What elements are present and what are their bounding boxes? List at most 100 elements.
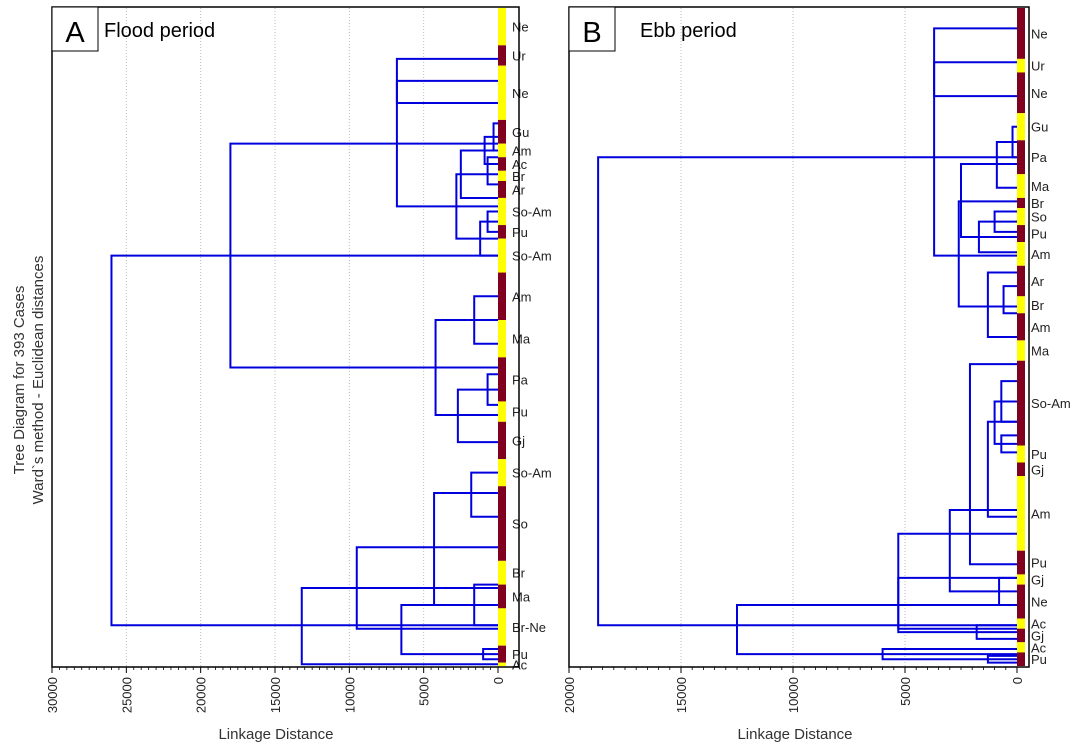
panel-a-group-bands: NeUrNeGuAmAcBrArSo-AmPuSo-AmAmMaPaPuGjSo… bbox=[498, 8, 552, 672]
panel-b-group-label: Br bbox=[1031, 196, 1045, 211]
panel-a-group-label: Am bbox=[512, 143, 532, 158]
panel-a-frame bbox=[51, 6, 520, 668]
panel-a-group-band bbox=[498, 143, 506, 158]
panel-a-group-label: Pa bbox=[512, 372, 529, 387]
panel-b-group-band bbox=[1017, 72, 1025, 114]
panel-b-group-label: Am bbox=[1031, 320, 1051, 335]
panel-a-title-box: A Flood period bbox=[51, 6, 215, 52]
panel-a-group-band bbox=[498, 645, 506, 663]
panel-b-title: Ebb period bbox=[640, 20, 737, 42]
y-axis-title: Tree Diagram for 393 Cases Ward`s method… bbox=[11, 256, 47, 505]
panel-b-x-ticks: 20000 15000 10000 5000 0 bbox=[562, 667, 1025, 713]
panel-b-group-label: Ur bbox=[1031, 59, 1045, 74]
panel-a-x-tick-label: 15000 bbox=[268, 677, 283, 713]
panel-a-group-label: Ne bbox=[512, 20, 529, 35]
panel-b-frame bbox=[568, 6, 1030, 668]
panel-a-group-band bbox=[498, 157, 506, 171]
panel-a-group-label: Am bbox=[512, 289, 532, 304]
panel-a-group-band bbox=[498, 584, 506, 609]
panel-b-group-label: Ar bbox=[1031, 274, 1045, 289]
panel-a-group-band bbox=[498, 401, 506, 422]
panel-a-group-band bbox=[498, 486, 506, 561]
y-axis-title-line1: Tree Diagram for 393 Cases bbox=[11, 286, 28, 475]
panel-b-x-tick-label: 20000 bbox=[562, 677, 577, 713]
panel-b-group-band bbox=[1017, 174, 1025, 198]
panel-a-letter-box bbox=[51, 6, 99, 52]
panel-a-grid bbox=[125, 8, 425, 666]
panel-b-group-band bbox=[1017, 113, 1025, 141]
panel-b-group-label: Am bbox=[1031, 506, 1051, 521]
panel-b-dendrogram-link bbox=[986, 271, 1017, 338]
panel-a-group-band bbox=[498, 608, 506, 646]
panel-a-dendrogram-link bbox=[110, 254, 498, 627]
panel-b-group-label: Pu bbox=[1031, 556, 1047, 571]
panel-b-dendrogram-link bbox=[933, 61, 1017, 257]
panel-a-dendrogram-link bbox=[470, 471, 498, 518]
panel-b-group-label: So bbox=[1031, 210, 1047, 225]
panel-a-group-band bbox=[498, 119, 506, 144]
panel-a-group-label: So bbox=[512, 517, 528, 532]
panel-a-group-band bbox=[498, 45, 506, 66]
panel-b-group-label: Gu bbox=[1031, 120, 1048, 135]
panel-b-group-band bbox=[1017, 208, 1025, 226]
panel-b-group-label: Ac bbox=[1031, 617, 1047, 632]
panel-a-x-tick-label: 0 bbox=[491, 677, 506, 684]
panel-b-group-band bbox=[1017, 265, 1025, 297]
panel-a: NeUrNeGuAmAcBrArSo-AmPuSo-AmAmMaPaPuGjSo… bbox=[45, 6, 552, 743]
panel-b-group-band bbox=[1017, 140, 1025, 175]
panel-b-group-label: Ma bbox=[1031, 344, 1050, 359]
panel-a-group-band bbox=[498, 662, 506, 666]
panel-b-group-label: Ac bbox=[1031, 640, 1047, 655]
panel-b: NeUrNeGuPaMaBrSoPuAmArBrAmMaSo-AmPuGjAmP… bbox=[562, 6, 1071, 743]
panel-a-x-tick-label: 25000 bbox=[119, 677, 134, 713]
panel-a-group-band bbox=[498, 560, 506, 585]
panel-b-group-label: Pu bbox=[1031, 652, 1047, 667]
panel-b-group-band bbox=[1017, 242, 1025, 266]
panel-a-group-band bbox=[498, 459, 506, 487]
panel-a-group-band bbox=[498, 8, 506, 46]
panel-b-group-band bbox=[1017, 225, 1025, 243]
panel-b-letter-box bbox=[568, 6, 616, 52]
panel-b-dendrogram-lines bbox=[597, 27, 1017, 664]
panel-b-group-band bbox=[1017, 618, 1025, 629]
panel-a-group-label: So-Am bbox=[512, 249, 552, 264]
panel-b-group-band bbox=[1017, 313, 1025, 341]
panel-b-group-label: So-Am bbox=[1031, 396, 1071, 411]
panel-b-dendrogram-link bbox=[597, 156, 1017, 627]
panel-b-group-label: Pu bbox=[1031, 447, 1047, 462]
panel-b-group-band bbox=[1017, 476, 1025, 551]
panel-a-group-label: Br-Ne bbox=[512, 620, 546, 635]
panel-b-dendrogram-link bbox=[1002, 285, 1017, 315]
panel-a-group-band bbox=[498, 197, 506, 226]
panel-a-group-label: Pu bbox=[512, 647, 528, 662]
panel-b-group-band bbox=[1017, 340, 1025, 361]
panel-a-group-band bbox=[498, 320, 506, 358]
panel-a-group-label: Gu bbox=[512, 125, 529, 140]
panel-b-dendrogram-link bbox=[736, 603, 1017, 656]
panel-b-letter: B bbox=[582, 17, 601, 49]
panel-a-x-ticks: 30000 25000 20000 15000 10000 5000 0 bbox=[45, 667, 506, 713]
panel-b-group-band bbox=[1017, 8, 1025, 59]
panel-b-dendrogram-link bbox=[948, 508, 1017, 593]
panel-b-group-label: Gj bbox=[1031, 462, 1044, 477]
panel-a-group-label: Ac bbox=[512, 657, 528, 672]
panel-a-group-label: So-Am bbox=[512, 205, 552, 220]
panel-b-group-label: Ne bbox=[1031, 26, 1048, 41]
panel-b-title-box: B Ebb period bbox=[568, 6, 737, 52]
panel-a-group-label: Pu bbox=[512, 225, 528, 240]
panel-a-group-band bbox=[498, 170, 506, 181]
panel-b-group-band bbox=[1017, 584, 1025, 619]
panel-a-x-axis-title: Linkage Distance bbox=[218, 726, 333, 743]
panel-a-group-band bbox=[498, 180, 506, 198]
panel-b-group-band bbox=[1017, 642, 1025, 653]
panel-b-group-band bbox=[1017, 197, 1025, 209]
panel-a-x-tick-label: 10000 bbox=[342, 677, 357, 713]
panel-b-group-label: Pu bbox=[1031, 227, 1047, 242]
panel-a-group-band bbox=[498, 238, 506, 273]
panel-a-dendrogram-link bbox=[486, 156, 498, 186]
panel-b-group-band bbox=[1017, 58, 1025, 73]
panel-a-group-label: Ma bbox=[512, 589, 531, 604]
panel-b-group-band bbox=[1017, 462, 1025, 477]
panel-a-group-label: Pu bbox=[512, 405, 528, 420]
